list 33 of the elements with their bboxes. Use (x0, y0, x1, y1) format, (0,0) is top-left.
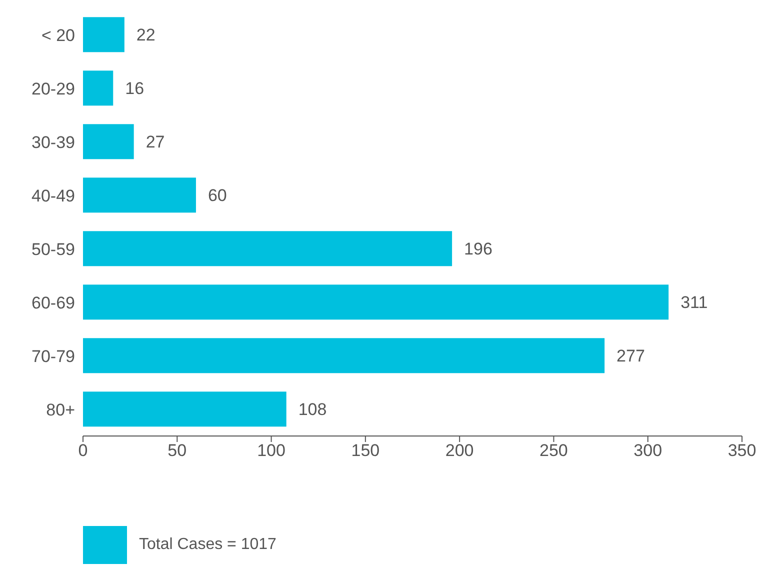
x-tick-label: 350 (728, 441, 756, 460)
y-tick-label: 30-39 (32, 132, 75, 152)
bar (83, 284, 669, 320)
x-tick-label: 50 (168, 441, 187, 460)
y-tick-label: 50-59 (32, 240, 75, 259)
data-label: 108 (298, 400, 327, 420)
x-tick-label: 150 (351, 441, 380, 460)
y-tick-label: 80+ (46, 400, 76, 420)
x-tick-label: 300 (634, 441, 662, 460)
y-tick-label: 40-49 (32, 186, 75, 206)
x-tick-label: 200 (445, 441, 474, 460)
data-label: 27 (146, 132, 165, 152)
y-tick-label: 70-79 (32, 346, 75, 366)
x-tick-label: 100 (257, 441, 286, 460)
bar (83, 70, 114, 106)
data-label: 60 (208, 186, 227, 206)
data-label: 277 (616, 346, 645, 366)
bar (83, 17, 124, 52)
data-label: 22 (136, 26, 156, 45)
x-tick-label: 0 (78, 441, 88, 460)
bar (83, 231, 452, 266)
data-label: 16 (125, 79, 144, 98)
y-tick-label: 60-69 (32, 293, 75, 312)
y-tick-label: 20-29 (32, 79, 75, 98)
bar (83, 124, 134, 160)
bar (83, 178, 196, 213)
data-label: 196 (464, 240, 492, 259)
legend-label: Total Cases = 1017 (139, 536, 276, 554)
bar (83, 392, 286, 427)
data-label: 311 (680, 293, 708, 312)
bar (83, 338, 605, 374)
y-tick-label: < 20 (41, 26, 75, 45)
x-tick-label: 250 (540, 441, 568, 460)
